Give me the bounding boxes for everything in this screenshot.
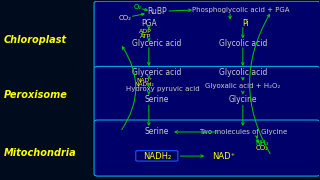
Text: NAD⁺: NAD⁺ (212, 152, 235, 161)
Text: Glyceric acid: Glyceric acid (132, 68, 181, 77)
Text: RuBP: RuBP (147, 7, 167, 16)
Text: Chloroplast: Chloroplast (4, 35, 67, 45)
Text: NH₃: NH₃ (255, 140, 268, 146)
Text: ADP: ADP (139, 30, 152, 34)
Text: Phosphoglycolic acid + PGA: Phosphoglycolic acid + PGA (193, 7, 290, 13)
Text: Mitochondria: Mitochondria (4, 148, 76, 158)
FancyBboxPatch shape (94, 66, 320, 123)
Text: Glyceric acid: Glyceric acid (132, 39, 181, 48)
Text: Serine: Serine (145, 127, 169, 136)
Text: Hydroxy pyruvic acid: Hydroxy pyruvic acid (126, 86, 200, 92)
Text: Pi: Pi (243, 19, 249, 28)
Text: O₂: O₂ (133, 4, 142, 10)
FancyBboxPatch shape (136, 151, 178, 161)
FancyBboxPatch shape (94, 120, 320, 176)
Text: Peroxisome: Peroxisome (4, 90, 68, 100)
Text: ATP: ATP (140, 34, 151, 39)
Text: Glycolic acid: Glycolic acid (219, 68, 267, 77)
Text: CO₂: CO₂ (255, 145, 268, 151)
Text: NADH₂: NADH₂ (134, 82, 154, 87)
Text: Two molecules of Glycine: Two molecules of Glycine (199, 129, 287, 135)
FancyBboxPatch shape (94, 1, 320, 69)
Text: CO₂: CO₂ (118, 15, 132, 21)
Text: NADH₂: NADH₂ (143, 152, 171, 161)
Text: Glycolic acid: Glycolic acid (219, 39, 267, 48)
Text: Serine: Serine (145, 95, 169, 104)
Text: Glycine: Glycine (228, 95, 257, 104)
Text: Glyoxalic acid + H₂O₂: Glyoxalic acid + H₂O₂ (205, 83, 280, 89)
Text: NAD⁺: NAD⁺ (136, 78, 152, 83)
Text: PGA: PGA (141, 19, 157, 28)
